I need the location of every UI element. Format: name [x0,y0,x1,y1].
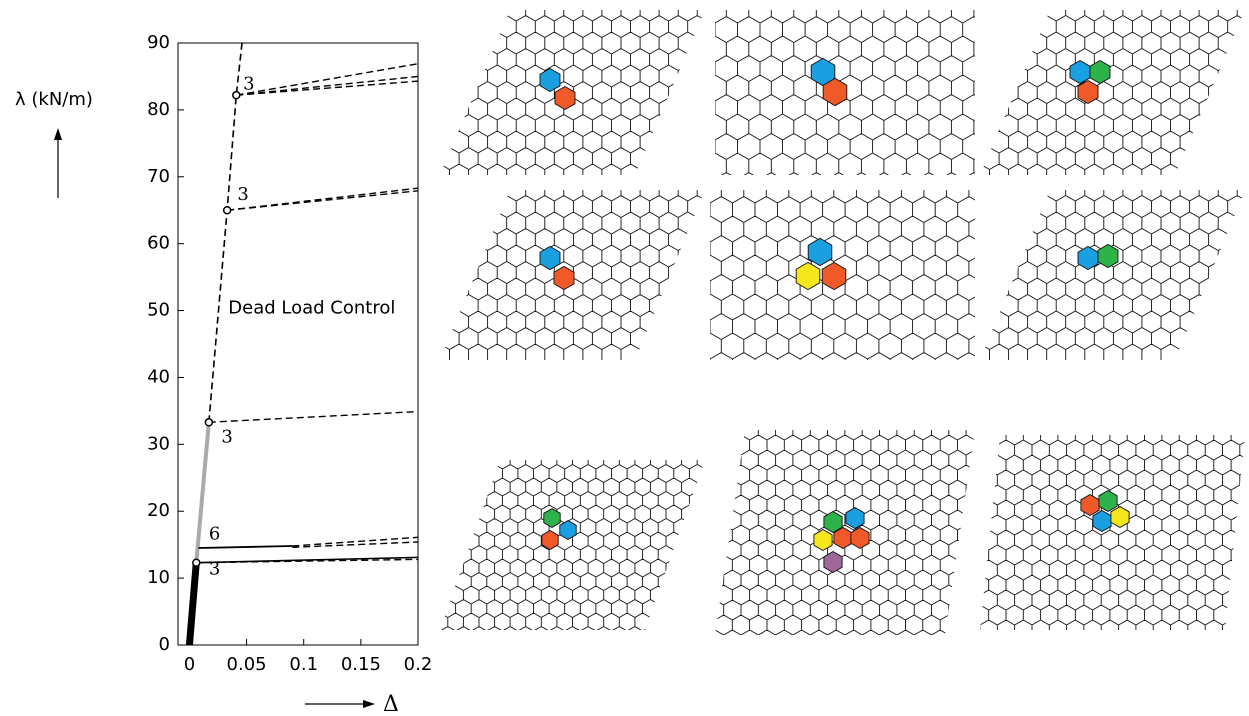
y-tick-label: 90 [147,32,170,53]
branch-line [236,80,419,96]
y-tick-label: 60 [147,233,170,254]
annotation: Dead Load Control [228,298,395,319]
branch-line [292,536,419,547]
highlighted-cell [845,506,865,530]
highlighted-cell [543,508,561,529]
highlighted-cell [1089,59,1111,85]
highlighted-cell [850,526,870,550]
lattice-panels [440,10,1245,635]
y-tick-label: 30 [147,433,170,454]
annotation: 3 [221,427,232,448]
lattice [440,190,705,360]
lattice-cells [710,190,975,360]
annotation: 3 [237,184,248,205]
plot-frame [177,42,419,646]
annotation: 3 [209,558,220,579]
highlighted-cell [554,85,576,111]
y-tick-label: 10 [147,567,170,588]
highlighted-cell [541,529,559,551]
lattice-cells [980,435,1245,630]
lattice-cells [440,460,705,630]
y-axis-label: λ (kN/m) [15,89,93,110]
branch-line [227,190,419,211]
lattice [980,190,1245,360]
lattice-cells [980,190,1245,360]
highlighted-cell [1077,79,1099,105]
y-tick-label: 70 [147,166,170,187]
x-arrow-head [363,700,375,708]
lattice [440,460,705,630]
lattice [440,10,705,175]
y-tick-label: 0 [159,634,170,655]
x-tick-label: 0.1 [289,654,318,675]
x-axis-label: Δ [383,692,399,716]
x-tick-label: 0.05 [227,654,267,675]
lattice [980,10,1245,175]
y-tick-label: 40 [147,366,170,387]
highlighted-cell [539,245,561,271]
bifurcation-point [222,205,232,215]
highlighted-cell [795,261,821,291]
y-arrow-head [54,128,62,140]
lattice [715,10,975,175]
y-tick-label: 80 [147,99,170,120]
branch-line [185,562,200,646]
highlighted-cell [1080,493,1100,517]
highlighted-cell [553,265,575,291]
lattice [715,430,975,635]
highlighted-cell [823,510,843,534]
lattice-cells [980,10,1245,175]
branch-line [236,63,419,96]
branch-line [292,541,419,549]
branch-line [196,558,419,564]
annotation: 3 [243,73,254,94]
lattice-cells [715,10,975,175]
y-tick-label: 20 [147,500,170,521]
highlighted-cell [823,550,843,574]
highlighted-cell [559,519,577,541]
highlighted-cell [1097,243,1119,269]
branch-line [208,410,419,423]
branch-line [208,42,243,423]
lattice [980,435,1245,630]
branch-line [227,187,419,211]
lattice-cells [715,430,975,635]
highlighted-cell [1098,489,1118,513]
bifurcation-point [232,90,241,100]
x-tick-label: 0 [184,654,195,675]
bifurcation-point [192,558,201,567]
x-tick-label: 0.15 [341,654,381,675]
highlighted-cell [822,77,848,107]
x-tick-label: 0.2 [404,654,433,675]
highlighted-cell [539,67,561,93]
lattice [710,190,975,360]
branch-line [236,75,419,96]
branch-line [198,545,293,549]
annotation: 6 [209,524,220,545]
bifurcation-point [204,418,214,427]
highlighted-cell [1110,505,1130,529]
y-tick-label: 50 [147,300,170,321]
highlighted-cell [1069,59,1091,85]
highlighted-cell [821,261,847,291]
branch-line [194,422,211,563]
highlighted-cell [807,237,833,267]
highlighted-cell [1092,509,1112,533]
highlighted-cell [813,528,833,552]
